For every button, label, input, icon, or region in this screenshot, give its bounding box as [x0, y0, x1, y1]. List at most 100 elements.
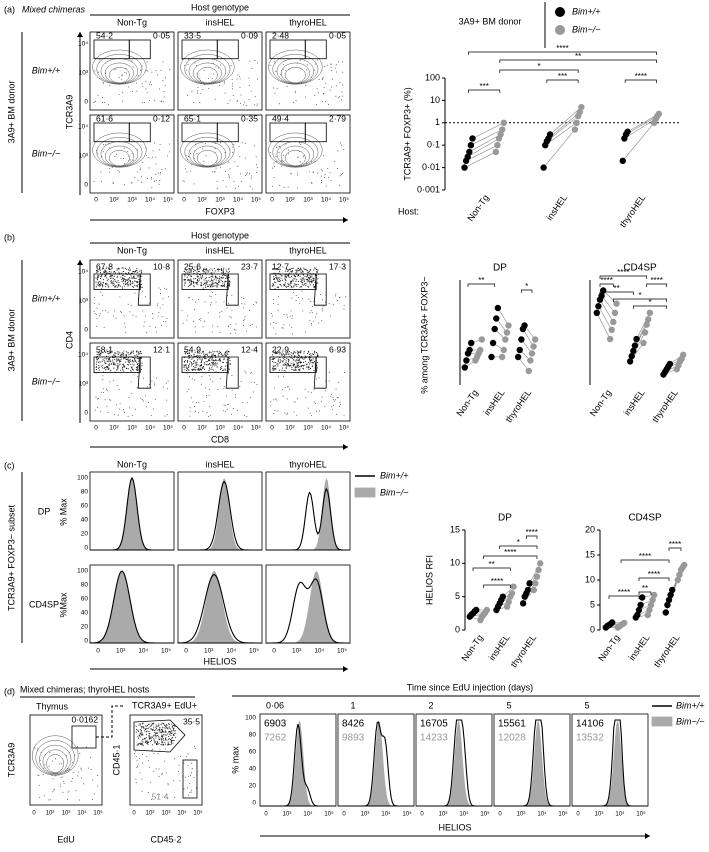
event-dot	[63, 780, 65, 782]
event-dot	[138, 351, 140, 353]
event-dot	[206, 282, 208, 284]
event-dot	[284, 285, 286, 287]
event-dot	[135, 725, 137, 727]
event-dot	[114, 155, 116, 157]
event-dot	[108, 367, 110, 369]
event-dot	[281, 327, 283, 329]
event-dot	[315, 271, 317, 273]
significance-label: *	[517, 538, 520, 547]
mfi-value: 6903	[264, 719, 287, 730]
event-dot	[244, 415, 246, 417]
event-dot	[336, 64, 338, 66]
event-dot	[107, 104, 109, 106]
event-dot	[278, 375, 280, 377]
event-dot	[210, 285, 212, 288]
event-dot	[160, 732, 163, 734]
event-dot	[91, 798, 93, 800]
event-dot	[343, 415, 345, 417]
event-dot	[150, 178, 152, 180]
event-dot	[109, 353, 111, 355]
flow-plot	[265, 114, 351, 194]
event-dot	[196, 359, 199, 361]
gate	[128, 39, 151, 60]
flow-plot	[89, 259, 175, 339]
event-dot	[339, 175, 341, 177]
event-dot	[210, 351, 212, 354]
event-dot	[209, 357, 211, 359]
event-dot	[256, 105, 258, 107]
event-dot	[170, 733, 172, 735]
event-dot	[208, 352, 210, 354]
event-dot	[341, 91, 343, 93]
event-dot	[166, 724, 168, 726]
event-dot	[244, 370, 246, 372]
category-label: thyroHEL	[509, 633, 539, 669]
event-dot	[97, 276, 99, 278]
data-point	[505, 598, 512, 606]
event-dot	[154, 734, 156, 736]
event-dot	[100, 275, 102, 277]
x-tick-label: 10⁴	[537, 811, 547, 818]
event-dot	[288, 364, 290, 367]
event-dot	[289, 280, 291, 282]
event-dot	[96, 307, 98, 309]
event-dot	[127, 285, 129, 287]
y-tick-label: 10	[450, 558, 460, 568]
event-dot	[106, 272, 108, 274]
event-dot	[273, 268, 275, 270]
event-dot	[164, 760, 166, 762]
event-dot	[142, 377, 144, 379]
event-dot	[271, 358, 273, 360]
event-dot	[141, 723, 143, 725]
event-dot	[188, 352, 190, 354]
event-dot	[106, 280, 108, 282]
event-dot	[108, 357, 111, 359]
event-dot	[275, 71, 277, 73]
gate-value: 0·12	[153, 113, 170, 123]
event-dot	[203, 269, 205, 271]
event-dot	[101, 360, 103, 362]
event-dot	[107, 364, 110, 366]
event-dot	[110, 363, 112, 365]
event-dot	[184, 278, 186, 280]
event-dot	[316, 378, 318, 380]
event-dot	[288, 274, 290, 276]
event-dot	[117, 367, 119, 369]
event-dot	[194, 62, 196, 64]
event-dot	[213, 278, 215, 280]
event-dot	[279, 281, 281, 283]
event-dot	[136, 351, 138, 353]
event-dot	[214, 151, 216, 153]
event-dot	[151, 723, 153, 725]
event-dot	[280, 275, 282, 277]
event-dot	[114, 351, 116, 354]
event-dot	[107, 360, 109, 362]
event-dot	[317, 367, 319, 369]
event-dot	[95, 363, 98, 365]
event-dot	[310, 324, 312, 326]
event-dot	[311, 160, 313, 162]
event-dot	[154, 326, 156, 328]
event-dot	[187, 355, 189, 357]
event-dot	[249, 186, 251, 188]
event-dot	[173, 733, 175, 735]
event-dot	[204, 143, 206, 145]
event-dot	[55, 758, 57, 760]
event-dot	[216, 286, 218, 288]
histogram-black	[572, 719, 648, 807]
gate-value: 25·6	[184, 261, 201, 271]
data-point	[528, 350, 536, 357]
event-dot	[141, 291, 143, 293]
gate	[313, 356, 327, 389]
event-dot	[317, 92, 319, 94]
event-dot	[229, 333, 231, 335]
y-tick-label: 100	[425, 72, 440, 82]
event-dot	[114, 414, 116, 416]
event-dot	[223, 358, 225, 360]
event-dot	[196, 267, 198, 269]
event-dot	[311, 310, 313, 312]
event-dot	[164, 734, 166, 736]
event-dot	[209, 351, 211, 353]
event-dot	[105, 267, 107, 269]
event-dot	[105, 274, 107, 276]
